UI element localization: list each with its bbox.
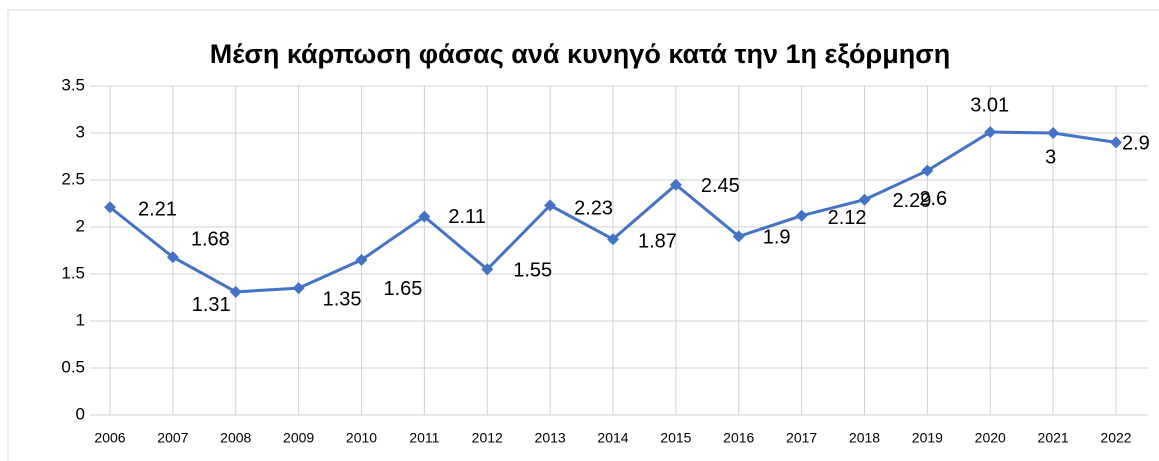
- data-label: 1.9: [763, 227, 791, 249]
- data-label: 1.55: [513, 260, 552, 282]
- marker: [732, 230, 745, 243]
- x-tick-label: 2014: [597, 430, 628, 446]
- x-tick-label: 2022: [1100, 430, 1131, 446]
- x-tick-label: 2013: [535, 430, 566, 446]
- chart-border: [7, 9, 1159, 461]
- marker: [795, 209, 808, 222]
- x-tick-label: 2017: [786, 430, 817, 446]
- y-tick-label: 1.5: [61, 263, 85, 282]
- data-label: 1.87: [638, 231, 677, 253]
- data-label: 2.12: [828, 207, 867, 229]
- x-tick-label: 2009: [283, 430, 314, 446]
- x-tick-label: 2020: [975, 430, 1006, 446]
- y-tick-label: 3: [76, 122, 85, 141]
- data-label: 1.68: [191, 228, 230, 250]
- marker: [984, 126, 997, 139]
- marker: [166, 251, 179, 264]
- data-label: 3.01: [970, 94, 1009, 116]
- y-tick-label: 0: [76, 404, 85, 423]
- marker: [544, 199, 557, 212]
- marker: [669, 178, 682, 191]
- marker: [229, 285, 242, 298]
- y-tick-label: 2: [76, 216, 85, 235]
- marker: [1047, 127, 1060, 139]
- data-label: 1.35: [323, 288, 362, 310]
- marker: [858, 193, 871, 206]
- x-tick-label: 2019: [912, 430, 943, 446]
- x-tick-label: 2010: [346, 430, 377, 446]
- data-label: 2.23: [574, 198, 613, 220]
- marker: [104, 201, 116, 214]
- data-label: 2.29: [893, 190, 932, 212]
- x-tick-label: 2015: [660, 430, 691, 446]
- marker: [418, 210, 431, 223]
- data-label: 3: [1045, 146, 1056, 168]
- marker: [921, 164, 934, 177]
- y-tick-label: 0.5: [61, 357, 85, 376]
- data-label: 1.65: [384, 278, 423, 300]
- marker: [292, 282, 305, 295]
- data-label: 2.9: [1122, 133, 1150, 155]
- x-tick-label: 2012: [472, 430, 503, 446]
- chart-title: Μέση κάρπωση φάσας ανά κυνηγό κατά την 1…: [210, 39, 950, 69]
- marker: [607, 233, 619, 246]
- data-label: 2.45: [701, 175, 740, 197]
- x-tick-label: 2021: [1038, 430, 1069, 446]
- data-label: 2.21: [138, 199, 177, 221]
- x-tick-label: 2007: [157, 430, 188, 446]
- y-tick-label: 1: [76, 310, 85, 329]
- x-tick-label: 2018: [849, 430, 880, 446]
- x-tick-label: 2011: [409, 430, 439, 446]
- marker: [355, 253, 368, 266]
- data-label: 2.11: [448, 206, 485, 228]
- x-tick-label: 2016: [723, 430, 754, 446]
- x-tick-label: 2008: [220, 430, 251, 446]
- y-tick-label: 2.5: [61, 169, 85, 188]
- x-tick-label: 2006: [94, 430, 125, 446]
- marker: [1110, 136, 1122, 149]
- marker: [481, 263, 494, 276]
- data-label: 2.6: [919, 188, 947, 210]
- data-label: 1.31: [192, 294, 231, 316]
- y-tick-label: 3.5: [61, 75, 85, 94]
